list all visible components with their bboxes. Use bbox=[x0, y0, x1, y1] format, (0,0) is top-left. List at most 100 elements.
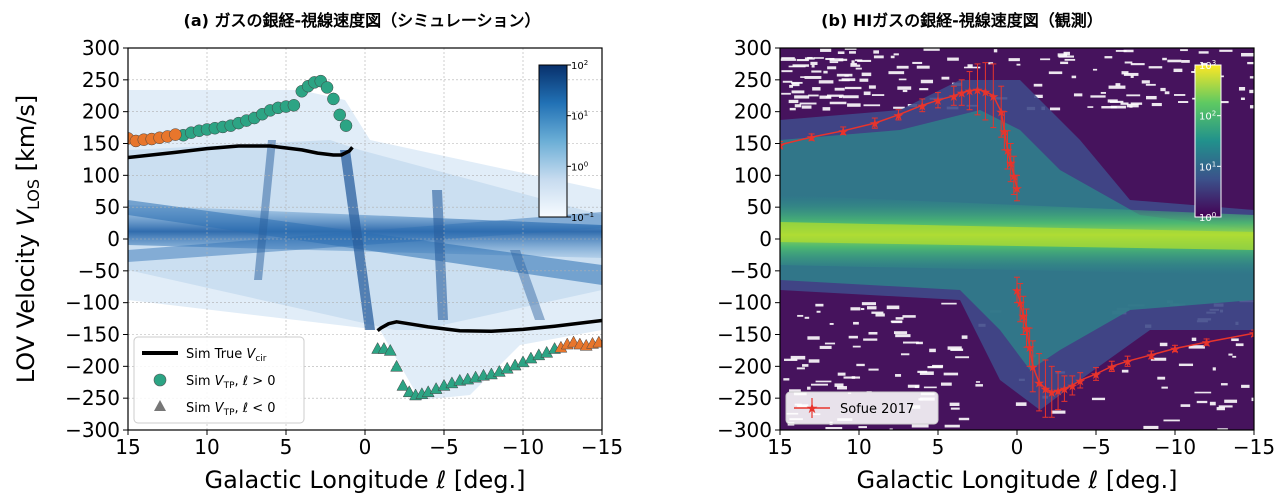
noise-speckle bbox=[947, 57, 959, 61]
noise-speckle bbox=[1180, 404, 1191, 407]
noise-speckle bbox=[819, 95, 832, 99]
y-tick-label: 300 bbox=[82, 36, 120, 60]
panel-b-ticks: 15 10 5 0 −5 −10 −15300250200150100500−50−100−… bbox=[717, 36, 1275, 459]
series-line-vcir bbox=[128, 144, 354, 160]
noise-speckle bbox=[1058, 55, 1075, 58]
data-point-triangle bbox=[402, 385, 416, 398]
noise-speckle bbox=[943, 372, 959, 376]
data-point-star: ★ bbox=[1066, 379, 1078, 394]
noise-speckle bbox=[857, 59, 872, 62]
noise-speckle bbox=[1180, 49, 1188, 52]
data-point-triangle bbox=[383, 343, 397, 356]
noise-speckle bbox=[896, 65, 909, 69]
noise-speckle bbox=[1120, 102, 1129, 105]
panel-a-bar-feature bbox=[128, 200, 602, 285]
noise-speckle bbox=[993, 49, 998, 53]
data-point-circle bbox=[333, 108, 346, 122]
noise-speckle bbox=[868, 368, 879, 371]
noise-speckle bbox=[1063, 51, 1070, 56]
noise-speckle bbox=[863, 338, 878, 341]
noise-speckle bbox=[900, 353, 910, 356]
noise-speckle bbox=[861, 302, 877, 306]
noise-speckle bbox=[1247, 61, 1254, 65]
noise-speckle bbox=[1159, 342, 1168, 347]
noise-speckle bbox=[916, 341, 923, 345]
data-point-star: ★ bbox=[1005, 157, 1017, 172]
noise-speckle bbox=[856, 363, 865, 367]
noise-speckle bbox=[1100, 91, 1106, 94]
noise-speckle bbox=[847, 103, 861, 107]
y-tick-label: 300 bbox=[734, 36, 772, 60]
noise-speckle bbox=[794, 95, 810, 99]
y-tick-label: −250 bbox=[65, 386, 120, 410]
data-point-circle bbox=[339, 119, 353, 132]
panel-a-streak-pos bbox=[254, 140, 276, 280]
noise-speckle bbox=[889, 428, 893, 430]
noise-speckle bbox=[1220, 383, 1228, 386]
noise-speckle bbox=[1150, 357, 1167, 361]
noise-speckle bbox=[827, 66, 837, 70]
panel-b: (b) HIガスの銀経-視線速度図（観測） ★★ ★★★★ ★ ★★★★★★★★★★★… bbox=[717, 11, 1275, 494]
noise-speckle bbox=[867, 306, 877, 310]
x-tick-label: 0 bbox=[1011, 435, 1024, 459]
data-point-star: ★ bbox=[1059, 383, 1071, 398]
noise-speckle bbox=[789, 84, 794, 88]
colorbar-tick-label: 10−1 bbox=[571, 211, 594, 224]
data-point-star: ★ bbox=[1248, 327, 1260, 342]
noise-speckle bbox=[781, 92, 791, 95]
noise-speckle bbox=[890, 320, 903, 323]
y-tick-label: 250 bbox=[734, 68, 772, 92]
noise-speckle bbox=[807, 336, 820, 340]
data-point-star: ★ bbox=[893, 109, 905, 124]
data-point-star: ★ bbox=[837, 125, 849, 140]
noise-speckle bbox=[788, 99, 799, 104]
noise-speckle bbox=[1033, 83, 1043, 87]
noise-speckle bbox=[902, 89, 908, 93]
panel-a-title: (a) ガスの銀経-視線速度図（シミュレーション） bbox=[184, 11, 541, 30]
noise-speckle bbox=[1178, 363, 1194, 367]
noise-speckle bbox=[873, 55, 884, 59]
noise-speckle bbox=[829, 61, 839, 64]
data-point-star: ★ bbox=[1027, 360, 1039, 375]
noise-speckle bbox=[1251, 397, 1254, 402]
noise-speckle bbox=[783, 378, 790, 381]
noise-speckle bbox=[1218, 405, 1233, 408]
colorbar-tick-label: 103 bbox=[1199, 59, 1216, 72]
noise-speckle bbox=[1049, 107, 1061, 111]
noise-speckle bbox=[1198, 51, 1209, 54]
noise-speckle bbox=[791, 90, 805, 94]
noise-speckle bbox=[1249, 105, 1254, 109]
noise-speckle bbox=[967, 64, 973, 68]
noise-speckle bbox=[871, 311, 884, 314]
noise-speckle bbox=[1108, 85, 1126, 89]
data-point-star: ★ bbox=[1090, 368, 1102, 383]
noise-speckle bbox=[1224, 399, 1238, 403]
panel-b-title: (b) HIガスの銀経-視線速度図（観測） bbox=[821, 11, 1103, 30]
noise-speckle bbox=[804, 76, 822, 79]
y-tick-label: −100 bbox=[717, 291, 772, 315]
noise-speckle bbox=[919, 88, 929, 91]
noise-speckle bbox=[1123, 72, 1139, 76]
noise-speckle bbox=[1126, 103, 1139, 108]
x-tick-label: 5 bbox=[280, 435, 293, 459]
noise-speckle bbox=[1051, 410, 1066, 414]
panel-b-colorbar: 103 102 101 100 bbox=[1194, 59, 1222, 224]
noise-speckle bbox=[1126, 94, 1141, 97]
data-point-star: ★ bbox=[1040, 383, 1052, 398]
noise-speckle bbox=[812, 87, 821, 91]
noise-speckle bbox=[851, 60, 855, 64]
panel-a-colorbar-scale bbox=[538, 64, 568, 218]
noise-speckle bbox=[920, 79, 934, 84]
noise-speckle bbox=[1241, 52, 1254, 57]
noise-speckle bbox=[780, 58, 796, 61]
y-tick-label: −100 bbox=[65, 291, 120, 315]
noise-speckle bbox=[1101, 106, 1117, 109]
noise-speckle bbox=[815, 303, 824, 307]
noise-speckle bbox=[1228, 353, 1233, 356]
y-tick-label: 200 bbox=[82, 100, 120, 124]
noise-speckle bbox=[802, 364, 809, 367]
noise-speckle bbox=[792, 64, 809, 67]
y-tick-label: 0 bbox=[759, 227, 772, 251]
noise-speckle bbox=[1196, 400, 1208, 404]
noise-speckle bbox=[1121, 71, 1129, 75]
